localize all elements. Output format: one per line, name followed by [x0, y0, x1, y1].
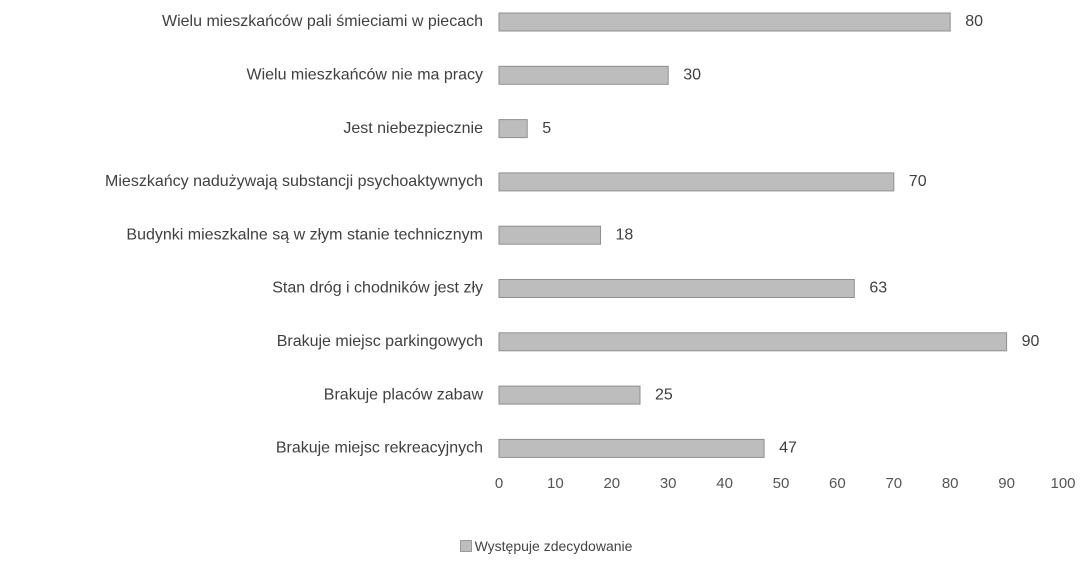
category-label: Mieszkańcy nadużywają substancji psychoa… [105, 173, 483, 190]
legend: Występuje zdecydowanie [0, 538, 1092, 554]
x-tick-label: 20 [603, 475, 620, 492]
category-label: Wielu mieszkańców pali śmieciami w pieca… [162, 13, 483, 30]
bar [498, 438, 765, 458]
x-tick-label: 90 [998, 475, 1015, 492]
legend-label: Występuje zdecydowanie [474, 538, 633, 554]
x-tick-label: 0 [495, 475, 503, 492]
x-tick-label: 100 [1050, 475, 1075, 492]
bar [498, 12, 951, 32]
category-labels-group: Wielu mieszkańców pali śmieciami w pieca… [105, 13, 483, 456]
bar [498, 225, 602, 245]
category-label: Jest niebezpiecznie [343, 120, 483, 137]
value-label: 80 [965, 13, 983, 30]
value-label: 90 [1022, 333, 1040, 350]
x-tick-label: 30 [660, 475, 677, 492]
x-tick-label: 80 [942, 475, 959, 492]
value-label: 30 [683, 67, 701, 84]
x-tick-label: 70 [885, 475, 902, 492]
value-label: 63 [869, 280, 887, 297]
x-tick-label: 60 [829, 475, 846, 492]
legend-swatch [459, 540, 472, 552]
x-tick-label: 50 [773, 475, 790, 492]
value-label: 25 [655, 386, 673, 403]
value-labels-group: 80 30 5 70 18 63 90 25 47 [542, 13, 1039, 456]
x-axis-ticks-group: 0 10 20 30 40 50 60 70 80 90 100 [495, 475, 1076, 492]
value-label: 5 [542, 120, 551, 137]
category-label: Brakuje placów zabaw [324, 386, 484, 403]
bar [498, 385, 641, 405]
category-label: Budynki mieszkalne są w złym stanie tech… [126, 226, 483, 243]
bar [498, 172, 895, 192]
bar [498, 65, 669, 85]
bars-group [498, 12, 1008, 458]
category-label: Wielu mieszkańców nie ma pracy [246, 67, 483, 84]
value-label: 70 [909, 173, 927, 190]
bar [498, 119, 528, 139]
value-label: 47 [779, 440, 797, 457]
category-label: Brakuje miejsc rekreacyjnych [276, 440, 483, 457]
value-label: 18 [616, 226, 634, 243]
x-tick-label: 10 [547, 475, 564, 492]
bar [498, 332, 1008, 352]
category-label: Stan dróg i chodników jest zły [272, 280, 483, 297]
x-tick-label: 40 [716, 475, 733, 492]
category-label: Brakuje miejsc parkingowych [277, 333, 483, 350]
bar [498, 279, 855, 298]
